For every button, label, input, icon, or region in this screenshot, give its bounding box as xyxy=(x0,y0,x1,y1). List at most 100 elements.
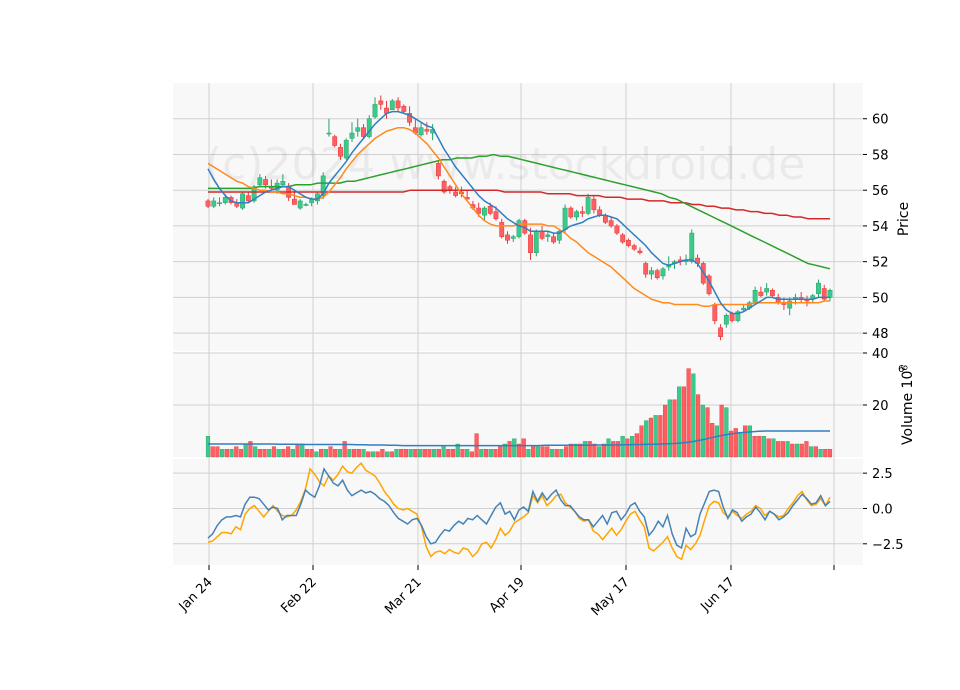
price-tick-label: 52 xyxy=(872,256,889,271)
price-tick-label: 50 xyxy=(872,291,889,306)
candle-body xyxy=(718,327,723,337)
volume-bar xyxy=(351,449,357,458)
candle-body xyxy=(211,200,217,207)
volume-bar xyxy=(564,446,569,458)
volume-bar xyxy=(597,446,602,458)
volume-bar xyxy=(700,404,705,458)
candle-body xyxy=(372,104,378,118)
candle-body xyxy=(562,207,568,230)
volume-bar xyxy=(639,425,644,458)
volume-bar xyxy=(238,449,244,458)
volume-bar xyxy=(728,430,734,458)
candle-body xyxy=(251,186,257,202)
volume-bar xyxy=(314,451,319,458)
volume-exponent: 6 xyxy=(898,364,904,375)
volume-bar xyxy=(606,438,611,458)
volume-bar xyxy=(714,425,719,458)
volume-bar xyxy=(422,449,427,458)
volume-bar xyxy=(658,415,663,458)
volume-bar xyxy=(220,449,225,458)
candle-body xyxy=(528,234,533,253)
price-axis-label: Price xyxy=(896,202,912,236)
volume-bar xyxy=(309,449,314,458)
volume-bar xyxy=(710,423,715,458)
volume-bar xyxy=(271,446,277,458)
candle-body xyxy=(597,209,603,216)
candle-body xyxy=(551,236,556,243)
volume-bar xyxy=(573,443,578,458)
volume-bar xyxy=(813,446,818,458)
volume-bar xyxy=(766,438,771,458)
volume-bar xyxy=(531,446,536,458)
volume-bar xyxy=(337,449,343,458)
candle-body xyxy=(649,270,654,275)
volume-bar xyxy=(662,404,668,458)
indicator-lines xyxy=(207,110,831,561)
volume-bar xyxy=(205,436,211,458)
candle-body xyxy=(257,177,263,186)
volume-bar xyxy=(761,436,767,458)
candle-body xyxy=(291,198,297,205)
candle-body xyxy=(752,290,758,304)
volume-bar xyxy=(446,449,451,458)
volume-bar xyxy=(644,420,649,458)
volume-bar xyxy=(267,449,272,458)
price-tick-label: 48 xyxy=(872,327,889,342)
volume-ma-line xyxy=(208,430,830,447)
candle-body xyxy=(217,202,222,204)
volume-bar xyxy=(780,441,785,458)
volume-bar xyxy=(648,417,654,458)
volume-bar xyxy=(281,449,286,458)
volume-bar xyxy=(465,449,470,458)
candle-body xyxy=(787,300,793,309)
oscillator-tick-label: 0.0 xyxy=(872,502,893,517)
candle-body xyxy=(493,211,499,220)
x-tick-label: Feb 22 xyxy=(278,575,320,617)
volume-bar xyxy=(399,449,404,458)
volume-bar xyxy=(540,446,545,458)
volume-bar xyxy=(719,404,724,458)
volume-bar xyxy=(384,451,390,458)
volume-bar xyxy=(587,441,592,458)
candle-body xyxy=(505,234,510,241)
candle-body xyxy=(574,211,580,218)
oscillator-tick-label: 2.5 xyxy=(872,467,893,482)
candle-body xyxy=(303,204,309,206)
volume-bar xyxy=(794,443,800,458)
candle-body xyxy=(407,113,412,123)
candle-body xyxy=(660,268,666,277)
candle-body xyxy=(499,222,505,237)
volume-bar xyxy=(535,446,540,458)
volume-bar xyxy=(319,449,324,458)
volume-bar xyxy=(483,449,489,458)
volume-bar xyxy=(493,449,498,458)
volume-bar xyxy=(516,443,522,458)
candle-body xyxy=(240,193,245,209)
candle-body xyxy=(482,207,487,216)
candle-body xyxy=(631,245,637,250)
candle-body xyxy=(816,282,821,295)
volume-bar xyxy=(460,449,465,458)
candle-body xyxy=(222,197,228,203)
candle-body xyxy=(395,100,401,109)
volume-bar xyxy=(347,449,352,458)
candle-body xyxy=(453,191,459,196)
sma-long-line xyxy=(208,153,831,270)
x-tick-label: Jun 17 xyxy=(698,575,738,615)
candle-body xyxy=(626,239,631,246)
volume-bar xyxy=(441,446,446,458)
volume-bar xyxy=(356,449,361,458)
volume-bar xyxy=(818,449,823,458)
volume-bar xyxy=(738,433,743,458)
candle-body xyxy=(539,231,545,239)
volume-bar xyxy=(724,407,729,458)
candle-body xyxy=(568,207,574,218)
candle-body xyxy=(424,129,430,132)
volume-bar xyxy=(526,449,531,458)
volume-bar xyxy=(568,443,573,458)
volume-bar xyxy=(785,441,790,458)
volume-bar xyxy=(257,449,262,458)
volume-bar xyxy=(634,433,639,458)
volume-bar xyxy=(507,441,512,458)
